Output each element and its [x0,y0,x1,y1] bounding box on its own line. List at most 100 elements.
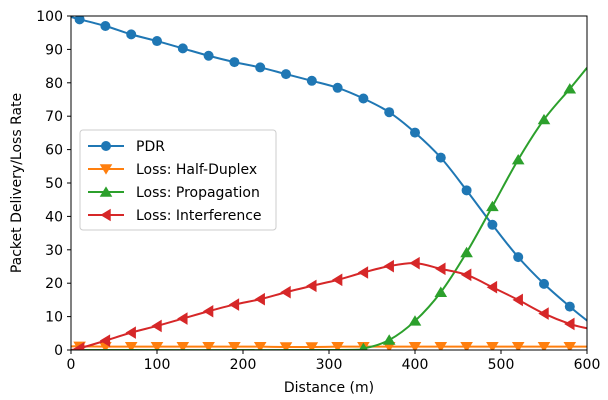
data-point-loss-interference [409,256,420,270]
legend-item-loss-half-duplex: Loss: Half-Duplex [88,162,257,178]
x-tick-label: 100 [144,357,171,373]
series-pdr [71,16,587,322]
data-point-loss-propagation [537,113,551,125]
data-point-loss-half-duplex [202,341,215,350]
data-point-pdr [513,252,524,263]
data-point-loss-interference [125,326,136,339]
y-tick-label: 10 [45,310,63,326]
y-tick-label: 20 [45,276,63,292]
data-point-loss-interference [331,273,343,287]
data-point-loss-interference [564,317,575,331]
data-point-loss-interference [538,307,549,320]
data-point-loss-interference [512,293,523,307]
data-point-loss-half-duplex [331,341,344,350]
y-tick-label: 30 [45,243,63,259]
data-point-pdr [281,69,291,80]
legend-box [79,129,277,231]
x-axis-label: Distance (m) [284,380,374,396]
data-point-loss-propagation [511,153,525,165]
data-point-loss-half-duplex [434,341,448,350]
data-point-loss-interference [254,292,265,306]
data-point-loss-propagation [382,334,396,345]
data-point-loss-propagation [460,246,473,258]
data-point-pdr [384,107,395,118]
data-point-pdr [358,93,369,104]
legend: PDR Loss: Half-Duplex Loss: Propagation Los… [79,129,277,231]
data-point-loss-propagation [408,315,422,326]
data-point-pdr [410,127,420,138]
series-line-loss-half-duplex [71,345,587,349]
data-point-pdr [152,36,162,47]
legend-marker [100,208,111,222]
series-loss-interference [71,256,587,350]
series-line-pdr [71,16,587,322]
data-point-loss-interference [357,266,369,279]
data-point-loss-interference [73,342,85,350]
data-point-pdr [487,219,498,230]
y-tick-label: 50 [45,176,63,192]
x-tick-label: 300 [316,357,343,373]
x-tick-label: 400 [402,357,429,373]
data-point-loss-propagation [563,83,577,94]
data-point-loss-half-duplex [124,341,138,350]
y-tick-label: 80 [45,76,63,92]
data-point-pdr [126,29,137,40]
x-tick-label: 200 [230,357,257,373]
y-tick-label: 90 [45,42,63,58]
data-point-loss-interference [435,262,446,276]
x-tick-label: 600 [574,357,601,373]
legend-marker [99,186,113,197]
legend-item-loss-interference: Loss: Interference [88,208,262,224]
data-point-loss-interference [306,279,317,293]
data-point-loss-interference [460,268,472,282]
data-point-pdr [255,62,266,73]
data-point-pdr [74,16,85,25]
data-point-pdr [461,185,472,196]
legend-item-pdr: PDR [88,139,165,155]
data-point-loss-half-duplex [176,341,190,350]
data-point-pdr [435,152,446,163]
data-point-loss-propagation [434,286,448,297]
data-point-loss-half-duplex [228,341,241,350]
data-point-loss-half-duplex [305,342,319,350]
data-point-loss-interference [486,280,498,294]
data-point-loss-interference [99,334,111,347]
x-tick-label: 0 [67,357,76,373]
legend-marker [99,164,113,175]
legend-label: Loss: Half-Duplex [136,162,257,178]
data-point-pdr [203,50,214,61]
data-point-loss-half-duplex [511,341,525,350]
data-point-pdr [306,75,317,86]
data-point-loss-interference [151,319,162,333]
y-axis-label: Packet Delivery/Loss Rate [9,93,25,273]
data-point-loss-half-duplex [460,341,473,350]
data-point-loss-interference [202,304,214,318]
legend-label: Loss: Interference [136,208,262,224]
legend-label: Loss: Propagation [136,185,260,201]
data-point-loss-half-duplex [253,341,267,350]
legend-marker [101,141,111,151]
data-point-loss-interference [280,285,291,299]
data-point-pdr [332,82,343,93]
legend-label: PDR [136,139,165,155]
y-tick-label: 60 [45,143,63,159]
data-point-pdr [539,278,549,289]
x-tick-label: 500 [488,357,515,373]
data-point-pdr [177,43,188,54]
data-point-loss-half-duplex [537,341,551,350]
y-tick-label: 40 [45,209,63,225]
x-axis: 0 100 200 300 400 500 600 [67,350,601,373]
data-point-loss-interference [177,312,188,325]
data-point-loss-interference [228,298,240,311]
data-point-pdr [100,21,111,32]
y-tick-label: 0 [54,343,63,359]
data-point-loss-propagation [358,342,368,350]
legend-item-loss-propagation: Loss: Propagation [88,185,260,201]
y-tick-label: 70 [45,109,63,125]
data-point-loss-half-duplex [486,341,499,350]
data-point-loss-half-duplex [563,341,577,350]
y-tick-label: 100 [36,9,63,25]
data-point-loss-interference [383,259,394,273]
data-point-pdr [564,301,575,312]
